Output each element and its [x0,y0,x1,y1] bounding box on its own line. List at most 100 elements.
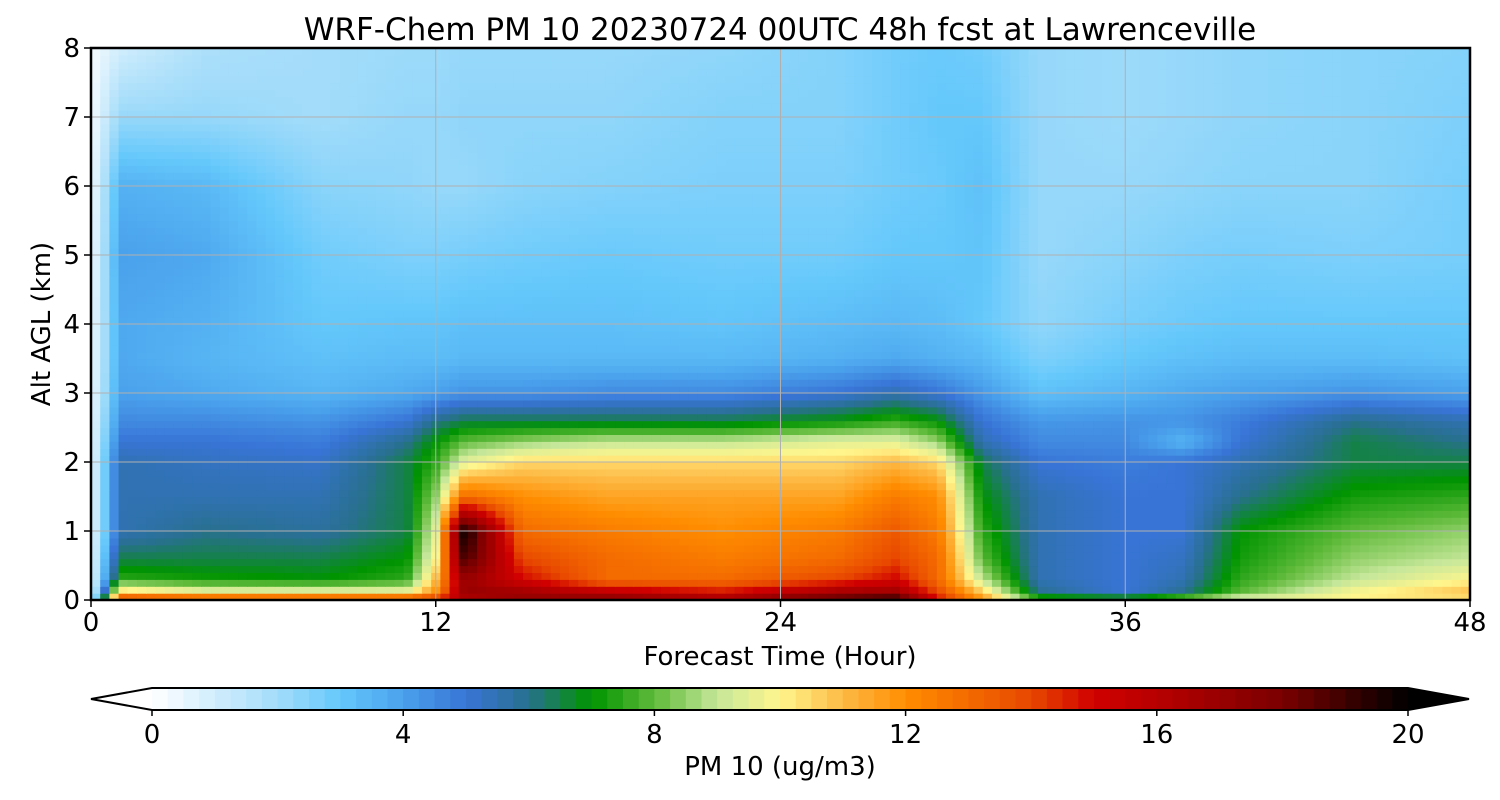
heatmap-cell [1258,572,1269,580]
heatmap-cell [1387,399,1398,408]
heatmap-cell [1185,462,1195,470]
heatmap-cell [127,448,138,456]
heatmap-cell [302,406,313,415]
heatmap-cell [679,434,690,442]
heatmap-cell [1460,413,1470,422]
heatmap-cell [247,386,258,394]
heatmap-cell [1019,496,1030,504]
heatmap-cell [1276,462,1287,470]
heatmap-cell [1166,372,1177,380]
heatmap-cell [274,579,285,587]
heatmap-cell [1166,558,1177,567]
heatmap-cell [127,482,138,491]
heatmap-cell [1442,379,1453,387]
heatmap-cell [1359,496,1370,504]
heatmap-cell [1442,420,1453,429]
heatmap-cell [394,462,405,470]
heatmap-cell [1442,489,1453,498]
heatmap-cell [1424,462,1434,470]
heatmap-cell [274,517,285,525]
heatmap-cell [642,420,653,429]
heatmap-cell [458,399,469,408]
heatmap-cell [817,572,828,580]
heatmap-cell [1037,413,1048,422]
heatmap-cell [284,379,294,387]
heatmap-cell [467,489,478,498]
heatmap-cell [1240,455,1250,463]
heatmap-cell [982,531,993,539]
heatmap-cell [164,489,175,498]
heatmap-cell [375,565,386,573]
heatmap-cell [1240,489,1250,498]
heatmap-cell [1010,517,1021,525]
heatmap-cell [357,455,368,463]
heatmap-cell [357,399,368,408]
heatmap-cell [210,413,221,422]
heatmap-cell [109,475,120,484]
heatmap-cell [854,399,864,408]
heatmap-cell [265,510,276,518]
heatmap-cell [1148,524,1159,532]
heatmap-cell [1341,558,1352,567]
heatmap-cell [247,593,258,600]
heatmap-cell [559,572,570,580]
heatmap-cell [375,413,386,422]
heatmap-cell [881,524,892,532]
heatmap-cell [973,593,984,600]
heatmap-cell [238,420,248,429]
heatmap-cell [458,489,469,498]
heatmap-cell [587,427,598,435]
heatmap-cell [863,475,874,484]
heatmap-cell [164,455,175,463]
heatmap-cell [421,586,432,594]
heatmap-cell [660,558,671,567]
heatmap-cell [1460,475,1470,484]
heatmap-cell [1129,406,1140,415]
heatmap-cell [1295,558,1306,567]
heatmap-cell [771,393,782,401]
heatmap-cell [192,579,202,587]
heatmap-cell [265,475,276,484]
heatmap-cell [854,544,864,553]
heatmap-cell [1093,572,1103,580]
heatmap-cell [1083,393,1094,401]
heatmap-cell [330,586,340,594]
heatmap-cell [1166,393,1177,401]
heatmap-cell [247,482,258,491]
heatmap-cell [440,379,451,387]
heatmap-cell [697,393,708,401]
heatmap-cell [780,586,791,594]
heatmap-cell [136,586,147,594]
heatmap-cell [1405,413,1416,422]
heatmap-cell [964,420,975,429]
heatmap-cell [1093,593,1103,600]
heatmap-cell [1424,551,1434,560]
heatmap-cell [596,386,607,394]
heatmap-cell [532,482,543,491]
heatmap-cell [716,551,726,560]
heatmap-cell [964,510,975,518]
heatmap-cell [725,572,736,580]
heatmap-cell [1093,393,1103,401]
heatmap-cell [1414,379,1425,387]
heatmap-cell [1157,475,1168,484]
heatmap-cell [569,406,579,415]
heatmap-cell [900,593,910,600]
heatmap-cell [504,475,515,484]
heatmap-cell [127,551,138,560]
heatmap-cell [752,572,763,580]
heatmap-cell [798,462,809,470]
heatmap-cell [320,379,331,387]
heatmap-cell [1276,434,1287,442]
heatmap-cell [1460,593,1470,600]
heatmap-cell [817,503,828,511]
heatmap-cell [1332,586,1342,594]
heatmap-cell [173,586,184,594]
heatmap-cell [1212,448,1223,456]
heatmap-cell [1405,579,1416,587]
heatmap-cell [1037,399,1048,408]
heatmap-cell [660,489,671,498]
heatmap-cell [752,468,763,477]
heatmap-cell [1405,462,1416,470]
heatmap-cell [1047,427,1057,435]
